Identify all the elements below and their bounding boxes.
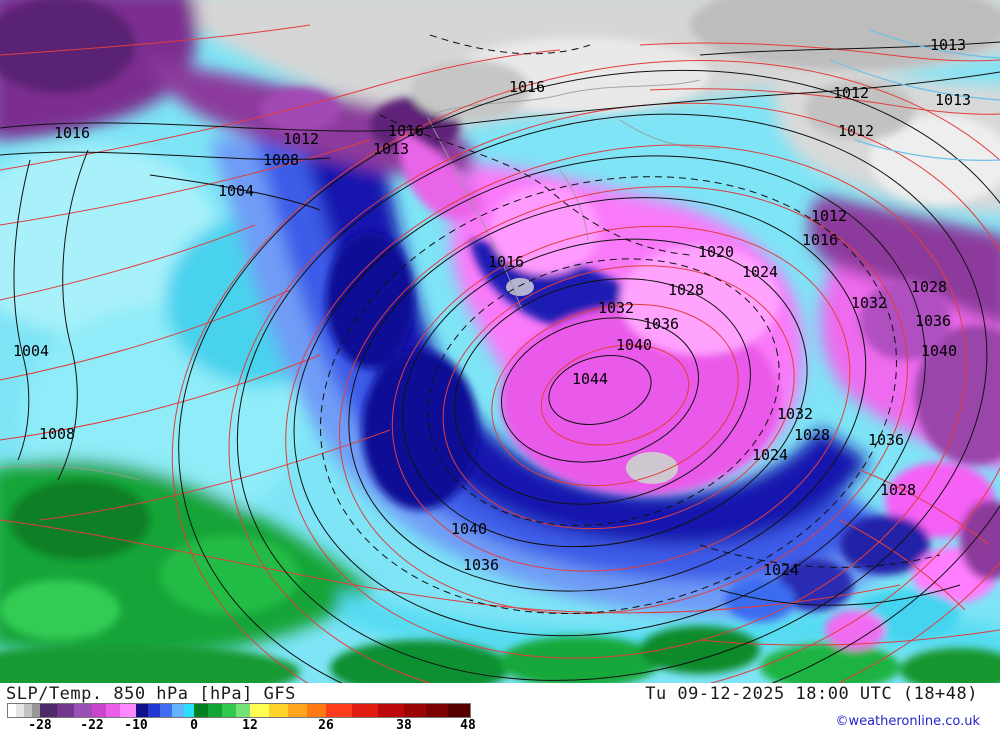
scale-segment (92, 704, 106, 717)
scale-segment (160, 704, 172, 717)
scale-segment (74, 704, 92, 717)
scale-ticks: -28 -22 -10 0 12 26 38 48 (8, 718, 476, 733)
scale-segment (448, 704, 470, 717)
scale-tick-label: 48 (460, 718, 476, 733)
scale-segment (8, 704, 16, 717)
scale-segment (194, 704, 208, 717)
scale-tick-label: -22 (80, 718, 104, 733)
scale-segment (16, 704, 24, 717)
scale-segment (326, 704, 352, 717)
copyright-link[interactable]: ©weatheronline.co.uk (835, 714, 980, 729)
blue-contours (829, 29, 1000, 161)
scale-segment (57, 704, 74, 717)
temperature-field-details (0, 0, 1000, 683)
scale-tick-label: 12 (242, 718, 258, 733)
legend-title: SLP/Temp. 850 hPa [hPa] GFS (6, 684, 296, 704)
scale-segment (172, 704, 184, 717)
scale-segment (120, 704, 136, 717)
scale-segment (236, 704, 250, 717)
scale-segment (426, 704, 448, 717)
scale-tick-label: -28 (28, 718, 52, 733)
scale-segment (40, 704, 57, 717)
weather-map-region: 1013 1016 1012 1013 1016 1012 1016 1013 1012 1008… (0, 0, 1000, 683)
scale-segment (184, 704, 194, 717)
legend-datetime: Tu 09-12-2025 18:00 UTC (18+48) (645, 684, 978, 704)
scale-segment (148, 704, 160, 717)
scale-segment (307, 704, 326, 717)
scale-tick-label: -10 (124, 718, 148, 733)
scale-segment (32, 704, 40, 717)
scale-segment (208, 704, 222, 717)
scale-tick-label: 0 (190, 718, 198, 733)
scale-segment (269, 704, 288, 717)
scale-segment (24, 704, 32, 717)
scale-tick-label: 26 (318, 718, 334, 733)
red-temperature-contours (0, 24, 1000, 683)
legend-bar: SLP/Temp. 850 hPa [hPa] GFS Tu 09-12-202… (0, 683, 1000, 733)
scale-segment (136, 704, 148, 717)
terrain-patches (506, 278, 678, 484)
isobar-contours (0, 41, 1000, 683)
scale-tick-label: 38 (396, 718, 412, 733)
scale-segment (106, 704, 120, 717)
scale-segment (288, 704, 307, 717)
scale-segment (250, 704, 269, 717)
scale-segment (404, 704, 426, 717)
weather-map (0, 0, 1000, 683)
color-scale (7, 703, 471, 718)
scale-segment (352, 704, 378, 717)
dashed-contours (320, 34, 941, 615)
scale-segment (378, 704, 404, 717)
scale-segment (222, 704, 236, 717)
